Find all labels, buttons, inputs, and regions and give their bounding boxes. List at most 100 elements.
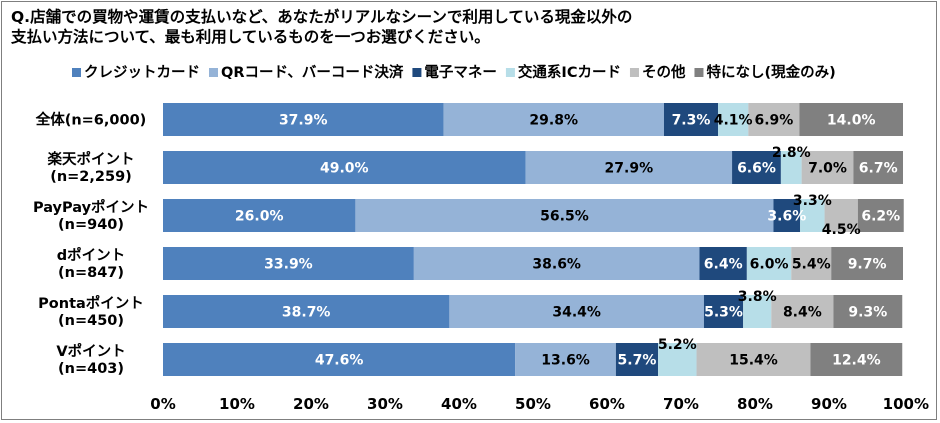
x-tick-label-5: 50% [515,395,551,413]
data-label-r0-s3: 4.1% [714,113,753,129]
bar-segment-r0-s3 [718,103,749,136]
category-label-2-1: (n=940) [58,217,124,233]
category-label-4-0: Pontaポイント [38,294,144,312]
data-label-r3-s5: 9.7% [848,257,887,273]
category-label-2-0: PayPayポイント [33,198,149,216]
bar-segment-r2-s0 [163,199,356,232]
bar-segment-r2-s1 [355,199,774,232]
legend-label-5: 特になし(現金のみ) [706,63,835,81]
data-label-r5-s5: 12.4% [832,353,881,369]
data-label-r2-s2: 3.6% [767,209,806,225]
category-label-1-0: 楽天ポイント [48,150,135,168]
data-label-r1-s2: 6.6% [737,161,776,177]
legend-label-2: 電子マネー [424,64,497,81]
data-label-r1-s5: 6.7% [859,161,898,177]
data-label-r4-s1: 34.4% [552,305,601,321]
x-tick-label-7: 70% [663,395,699,413]
bar-segment-r3-s1 [413,247,700,280]
x-tick-label-1: 10% [219,395,255,413]
x-tick-label-4: 40% [441,395,477,413]
data-label-r4-s2: 5.3% [704,305,743,321]
category-label-3-1: (n=847) [58,265,124,281]
data-label-r2-s0: 26.0% [235,209,284,225]
x-tick-label-10: 100% [883,395,929,413]
legend-label-4: その他 [642,63,686,81]
bar-segment-r3-s0 [163,247,414,280]
x-tick-label-8: 80% [737,395,773,413]
bar-segment-r0-s2 [663,103,718,136]
bar-segment-r5-s0 [163,343,516,376]
bar-segment-r5-s1 [515,343,616,376]
bar-segment-r1-s3 [780,151,802,184]
category-label-1-1: (n=2,259) [50,169,132,185]
chart-title-line-2: 支払い方法について、最も利用しているものを一つお選びください。 [11,28,490,46]
bar-segment-r2-s5 [857,199,904,232]
data-label-r4-s3: 3.8% [738,289,777,305]
data-label-r3-s0: 33.9% [264,257,313,273]
data-label-r5-s3: 5.2% [658,337,697,353]
legend-swatch-2 [412,68,422,77]
data-label-r3-s1: 38.6% [532,257,581,273]
data-label-r0-s5: 14.0% [827,113,876,129]
category-label-3-0: dポイント [57,246,125,264]
bar-segment-r1-s0 [163,151,526,184]
data-label-r0-s1: 29.8% [529,113,578,129]
x-tick-label-2: 20% [293,395,329,413]
data-label-r4-s0: 38.7% [282,305,331,321]
data-label-r5-s1: 13.6% [541,353,590,369]
bar-segment-r3-s4 [791,247,832,280]
legend-swatch-1 [209,68,218,77]
chart-title: Q.店舗での買物や運賃の支払いなど、あなたがリアルなシーンで利用している現金以外… [11,7,931,47]
bar-segment-r4-s1 [449,295,704,328]
data-label-r5-s2: 5.7% [618,353,657,369]
legend-label-1: QRコード、バーコード決済 [221,63,404,81]
bar-segment-r5-s5 [810,343,903,376]
data-label-r3-s3: 6.0% [750,257,789,273]
bar-segment-r2-s2 [773,199,801,232]
bar-segment-r1-s4 [801,151,854,184]
data-label-r2-s1: 56.5% [540,209,589,225]
bar-segment-r2-s3 [800,199,825,232]
category-label-5-1: (n=403) [58,361,124,377]
bar-segment-r0-s1 [443,103,664,136]
bar-segment-r0-s0 [163,103,444,136]
data-label-r1-s0: 49.0% [320,161,369,177]
x-tick-label-9: 90% [811,395,847,413]
bar-segment-r4-s2 [703,295,744,328]
bar-segment-r3-s5 [831,247,903,280]
x-tick-label-6: 60% [589,395,625,413]
data-label-r3-s2: 6.4% [704,257,743,273]
bar-segment-r4-s4 [771,295,834,328]
bar-segment-r3-s2 [699,247,747,280]
bar-segment-r5-s2 [615,343,659,376]
data-label-r1-s4: 7.0% [808,161,847,177]
data-label-r4-s4: 8.4% [783,305,822,321]
x-tick-label-3: 30% [367,395,403,413]
legend-swatch-4 [629,68,639,77]
data-label-r5-s4: 15.4% [729,353,778,369]
bar-segment-r2-s4 [824,199,858,232]
legend-label-3: 交通系ICカード [518,63,621,81]
data-label-r1-s1: 27.9% [605,161,654,177]
bar-segment-r0-s5 [799,103,903,136]
data-label-r0-s2: 7.3% [672,113,711,129]
data-label-r4-s5: 9.3% [848,305,887,321]
bar-segment-r1-s5 [853,151,903,184]
data-label-r3-s4: 5.4% [792,257,831,273]
data-label-r0-s0: 37.9% [279,113,328,129]
bar-segment-r1-s1 [525,151,733,184]
bar-segment-r4-s0 [163,295,450,328]
bar-segment-r3-s3 [746,247,792,280]
legend-swatch-5 [694,68,704,77]
bar-segment-r1-s2 [732,151,781,184]
legend-swatch-0 [72,68,81,77]
bar-segment-r4-s5 [833,295,903,328]
x-tick-label-0: 0% [150,395,175,413]
legend-label-0: クレジットカード [84,64,200,81]
bar-segment-r0-s4 [748,103,800,136]
data-label-r0-s4: 6.9% [754,113,793,129]
category-label-5-0: Vポイント [56,342,125,360]
legend-swatch-3 [505,68,515,77]
category-label-0-0: 全体(n=6,000) [35,111,147,129]
